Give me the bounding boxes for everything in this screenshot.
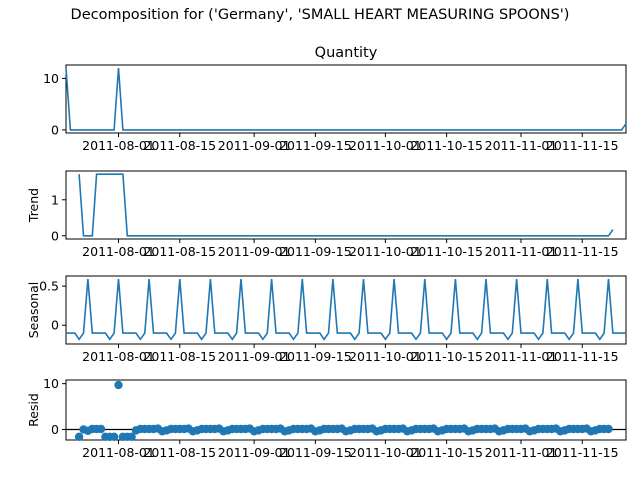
x-tick-label: 2011-09-15 — [279, 445, 352, 460]
panel-3-frame — [65, 275, 627, 345]
x-tick-label: 2011-09-15 — [279, 138, 352, 153]
x-tick-label: 2011-10-01 — [349, 349, 422, 364]
resid-point — [127, 432, 136, 441]
x-tick-label: 2011-11-15 — [546, 349, 619, 364]
y-tick-label: 0 — [51, 228, 59, 243]
y-tick-label: 10 — [43, 71, 59, 86]
y-tick-label: 0 — [51, 122, 59, 137]
y-tick-label: 0 — [51, 318, 59, 333]
resid-point — [74, 432, 84, 441]
panel-3-ylabel: Seasonal — [26, 282, 41, 339]
panel-2-series-line — [78, 173, 614, 237]
figure-title: Decomposition for ('Germany', 'SMALL HEA… — [70, 7, 570, 23]
x-tick-label: 2011-11-15 — [546, 445, 619, 460]
x-tick-label: 2011-10-15 — [410, 244, 483, 259]
panel-1-series-line — [65, 68, 627, 131]
x-tick-label: 2011-10-15 — [410, 138, 483, 153]
y-tick-label: 1 — [51, 192, 59, 207]
x-tick-label: 2011-10-15 — [410, 349, 483, 364]
panel-2-frame — [65, 170, 627, 240]
panel-2-ylabel: Trend — [26, 188, 41, 223]
x-tick-label: 2011-11-01 — [485, 349, 558, 364]
x-tick-label: 2011-09-01 — [218, 138, 291, 153]
x-tick-label: 2011-08-01 — [82, 445, 155, 460]
y-tick-label: 0 — [51, 422, 59, 437]
seasonal-series-line — [66, 279, 626, 341]
x-tick-label: 2011-10-01 — [349, 244, 422, 259]
x-tick-label: 2011-08-01 — [82, 138, 155, 153]
x-tick-label: 2011-09-01 — [218, 349, 291, 364]
panel-4-frame — [65, 379, 627, 441]
resid-point — [604, 424, 613, 434]
x-tick-label: 2011-09-01 — [218, 445, 291, 460]
resid-point — [114, 380, 123, 390]
panel-1-title: Quantity — [315, 45, 378, 61]
x-tick-label: 2011-08-01 — [82, 349, 155, 364]
x-tick-label: 2011-10-01 — [349, 138, 422, 153]
panel-1-frame — [65, 64, 627, 134]
x-tick-label: 2011-08-01 — [82, 244, 155, 259]
resid-point — [96, 424, 106, 434]
x-tick-label: 2011-08-15 — [143, 244, 216, 259]
x-tick-label: 2011-08-15 — [143, 349, 216, 364]
x-tick-label: 2011-11-15 — [546, 244, 619, 259]
resid-point — [109, 432, 119, 441]
x-tick-label: 2011-10-15 — [410, 445, 483, 460]
x-tick-label: 2011-10-01 — [349, 445, 422, 460]
panel-4-ylabel: Resid — [26, 393, 41, 427]
x-tick-label: 2011-09-01 — [218, 244, 291, 259]
x-tick-label: 2011-08-15 — [143, 445, 216, 460]
x-tick-label: 2011-11-01 — [485, 138, 558, 153]
x-tick-label: 2011-08-15 — [143, 138, 216, 153]
y-tick-label: 10 — [43, 376, 59, 391]
x-tick-label: 2011-11-01 — [485, 244, 558, 259]
x-tick-label: 2011-11-15 — [546, 138, 619, 153]
y-tick-label: 0.5 — [39, 279, 59, 294]
x-tick-label: 2011-09-15 — [279, 349, 352, 364]
x-tick-label: 2011-09-15 — [279, 244, 352, 259]
x-tick-label: 2011-11-01 — [485, 445, 558, 460]
